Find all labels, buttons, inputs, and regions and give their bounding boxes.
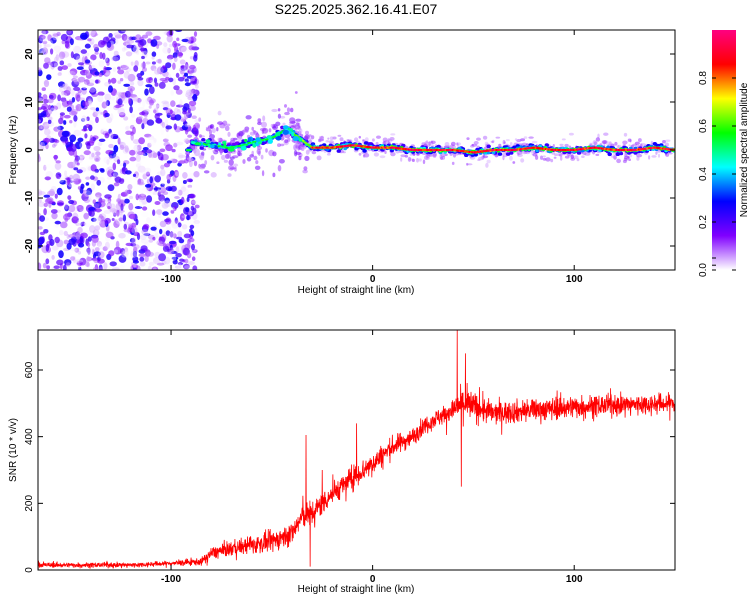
y-tick-label: 0 bbox=[24, 567, 35, 573]
colorbar: 0.0 0.2 0.4 0.6 0.8 Normalized spectral ampl… bbox=[698, 30, 750, 277]
y-tick-label: 600 bbox=[24, 361, 35, 378]
snr-x-label: Height of straight line (km) bbox=[298, 584, 415, 595]
colorbar-tick-label: 0.2 bbox=[698, 215, 709, 229]
x-tick-label: 100 bbox=[566, 574, 583, 585]
y-tick-label: 200 bbox=[24, 495, 35, 512]
x-tick-label: 0 bbox=[370, 574, 376, 585]
colorbar-tick-label: 0.0 bbox=[698, 263, 709, 277]
snr-frame bbox=[37, 329, 676, 571]
spectrogram-x-label: Height of straight line (km) bbox=[298, 285, 415, 296]
snr-series-line bbox=[38, 330, 675, 570]
chart-title: S225.2025.362.16.41.E07 bbox=[275, 1, 438, 17]
spectrogram-x-axis: -100 0 100 bbox=[161, 30, 583, 285]
y-tick-label: 0 bbox=[24, 147, 35, 153]
colorbar-tick-label: 0.6 bbox=[698, 119, 709, 133]
x-tick-label: -100 bbox=[161, 274, 181, 285]
x-tick-label: 100 bbox=[566, 274, 583, 285]
spectrogram-image bbox=[38, 30, 675, 270]
snr-x-axis: -100 0 100 bbox=[161, 330, 583, 585]
y-tick-label: 400 bbox=[24, 428, 35, 445]
snr-y-axis: 0 200 400 600 bbox=[24, 361, 675, 573]
spectrogram-y-axis: -20 -10 0 10 20 bbox=[24, 48, 675, 253]
colorbar-tick-label: 0.8 bbox=[698, 71, 709, 85]
colorbar-gradient bbox=[712, 30, 736, 270]
x-tick-label: 0 bbox=[370, 274, 376, 285]
colorbar-axis: 0.0 0.2 0.4 0.6 0.8 bbox=[698, 71, 736, 277]
snr-panel: -100 0 100 0 200 400 600 Height of straight l… bbox=[8, 329, 676, 595]
y-tick-label: -20 bbox=[24, 238, 35, 253]
colorbar-tick-label: 0.4 bbox=[698, 167, 709, 181]
y-tick-label: 10 bbox=[24, 96, 35, 108]
snr-y-label: SNR (10 * v/v) bbox=[8, 418, 19, 482]
y-tick-label: 20 bbox=[24, 48, 35, 60]
spectrogram-y-label: Frequency (Hz) bbox=[8, 116, 19, 185]
x-tick-label: -100 bbox=[161, 574, 181, 585]
colorbar-label: Normalized spectral amplitude bbox=[739, 82, 750, 217]
y-tick-label: -10 bbox=[24, 190, 35, 205]
